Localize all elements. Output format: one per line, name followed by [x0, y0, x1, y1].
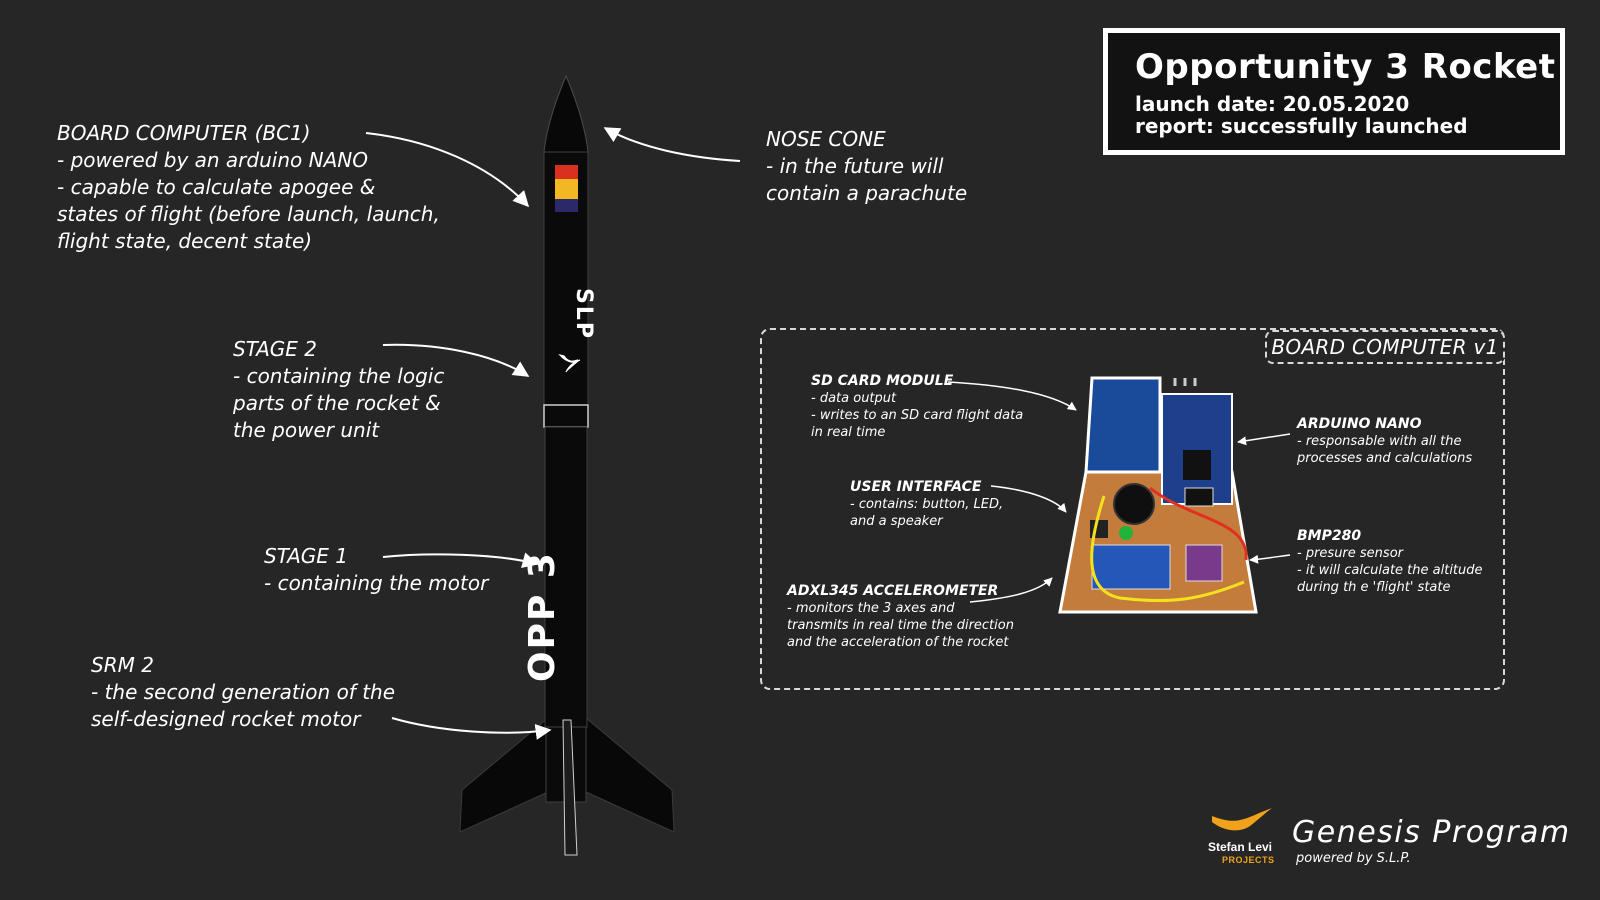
- label-line: flight state, decent state): [57, 229, 313, 253]
- arrow-accelerometer: [969, 577, 1053, 603]
- label-heading: STAGE 1: [264, 544, 348, 568]
- label-line: states of flight (before launch, launch,: [57, 202, 440, 226]
- arrow-arduino: [1237, 433, 1291, 446]
- left-fin: [459, 716, 549, 833]
- arrow-user-interface: [990, 485, 1067, 513]
- center-fin: [562, 719, 578, 856]
- arrow-board-computer: [365, 132, 530, 208]
- label-sd-card: SD CARD MODULE - data output - writes to…: [811, 373, 1023, 441]
- arrow-bmp280: [1249, 554, 1291, 564]
- label-heading: NOSE CONE: [766, 127, 886, 151]
- board-computer-panel: [760, 328, 1505, 690]
- label-heading: STAGE 2: [233, 337, 317, 361]
- stripe-yellow: [555, 179, 578, 199]
- rocket-name-text: OPP 3: [522, 551, 563, 682]
- label-heading: BOARD COMPUTER (BC1): [57, 121, 311, 145]
- logo-bird-icon: [1212, 808, 1272, 831]
- board-computer-illustration: [1058, 376, 1258, 614]
- label-stage2: STAGE 2 - containing the logic parts of …: [233, 336, 444, 444]
- stripe-red: [555, 165, 578, 179]
- label-user-interface: USER INTERFACE - contains: button, LED, …: [850, 479, 1003, 530]
- label-nose-cone: NOSE CONE - in the future will contain a…: [766, 126, 967, 207]
- stage1-body: [544, 426, 588, 728]
- label-line: - data output: [811, 391, 897, 406]
- label-bmp280: BMP280 - presure sensor - it will calcul…: [1297, 528, 1483, 596]
- label-stage1: STAGE 1 - containing the motor: [264, 543, 488, 597]
- label-line: processes and calculations: [1297, 451, 1473, 466]
- rocket-brand-text: SLP: [571, 288, 596, 340]
- label-heading: ADXL345 ACCELEROMETER: [787, 583, 999, 599]
- label-line: during th e 'flight' state: [1297, 580, 1451, 595]
- label-heading: USER INTERFACE: [850, 479, 982, 495]
- board-computer-tag: BOARD COMPUTER v1: [1265, 330, 1505, 364]
- right-fin: [585, 716, 675, 833]
- arrow-stage2: [382, 343, 530, 377]
- stripe-navy: [555, 199, 578, 212]
- label-line: - powered by an arduino NANO: [57, 148, 368, 172]
- label-line: - writes to an SD card flight data: [811, 408, 1024, 423]
- label-line: - containing the logic: [233, 364, 445, 388]
- label-accelerometer: ADXL345 ACCELEROMETER - monitors the 3 a…: [787, 583, 1014, 651]
- program-title: Genesis Program: [1292, 815, 1571, 850]
- rocket-title: Opportunity 3 Rocket: [1135, 47, 1556, 87]
- label-line: self-designed rocket motor: [91, 707, 361, 731]
- arrow-nose-cone: [603, 127, 741, 162]
- rocket: SLP OPP 3: [459, 74, 675, 856]
- label-line: in real time: [811, 425, 886, 440]
- label-line: the power unit: [233, 418, 380, 442]
- arrow-sd-card: [947, 381, 1077, 411]
- logo-name: Stefan Levi: [1208, 840, 1273, 854]
- label-heading: SRM 2: [91, 653, 154, 677]
- label-line: - contains: button, LED,: [850, 497, 1004, 512]
- label-line: parts of the rocket &: [233, 391, 441, 415]
- launch-report: report: successfully launched: [1135, 114, 1468, 138]
- label-line: - containing the motor: [264, 571, 489, 595]
- label-heading: BMP280: [1297, 528, 1362, 544]
- arrow-stage1: [382, 552, 539, 568]
- arrow-srm2: [391, 717, 552, 740]
- coupler-band: [543, 404, 589, 428]
- label-line: - the second generation of the: [91, 680, 396, 704]
- label-line: - monitors the 3 axes and: [787, 601, 955, 616]
- label-heading: SD CARD MODULE: [811, 373, 954, 389]
- powered-by: powered by S.L.P.: [1296, 851, 1411, 866]
- nose-cone-shape: [543, 74, 589, 153]
- label-srm2: SRM 2 - the second generation of the sel…: [91, 652, 395, 733]
- label-line: - responsable with all the: [1297, 434, 1462, 449]
- slp-bird-icon: [558, 353, 581, 373]
- logo-sub: PROJECTS: [1222, 855, 1275, 865]
- label-line: transmits in real time the direction: [787, 618, 1014, 633]
- label-line: and the acceleration of the rocket: [787, 635, 1009, 650]
- label-line: - presure sensor: [1297, 546, 1403, 561]
- label-line: - in the future will: [766, 154, 944, 178]
- label-line: contain a parachute: [766, 181, 968, 205]
- label-line: - it will calculate the altitude: [1297, 563, 1483, 578]
- title-box: Opportunity 3 Rocket launch date: 20.05.…: [1103, 28, 1565, 155]
- label-line: - capable to calculate apogee &: [57, 175, 376, 199]
- label-arduino: ARDUINO NANO - responsable with all the …: [1297, 416, 1472, 467]
- launch-date: launch date: 20.05.2020: [1135, 92, 1410, 116]
- label-line: and a speaker: [850, 514, 943, 529]
- label-heading: ARDUINO NANO: [1297, 416, 1422, 432]
- label-board-computer: BOARD COMPUTER (BC1) - powered by an ard…: [57, 120, 440, 255]
